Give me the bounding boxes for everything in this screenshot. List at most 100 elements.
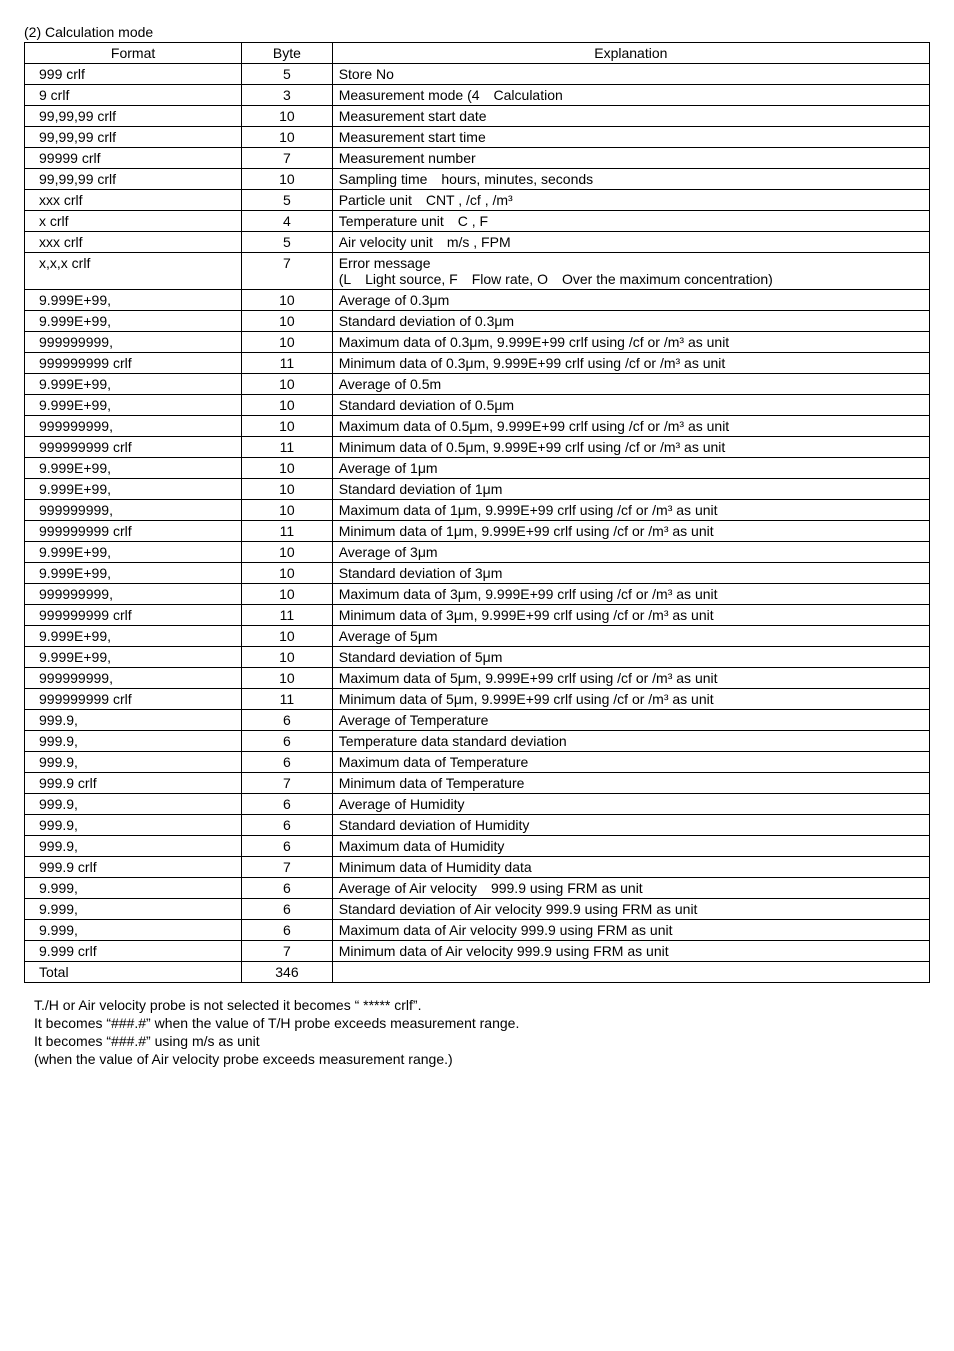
cell-explanation: Maximum data of 0.3μm, 9.999E+99 crlf us…	[332, 332, 929, 353]
cell-format: 9.999,	[25, 920, 242, 941]
table-row: 999999999 crlf11Minimum data of 0.3μm, 9…	[25, 353, 930, 374]
footnote-line: T./H or Air velocity probe is not select…	[24, 997, 930, 1013]
cell-format: 9.999E+99,	[25, 458, 242, 479]
cell-explanation: Average of 0.3μm	[332, 290, 929, 311]
cell-byte: 10	[242, 668, 333, 689]
table-row: 999999999 crlf11Minimum data of 5μm, 9.9…	[25, 689, 930, 710]
cell-byte: 10	[242, 290, 333, 311]
table-row: 999999999,10Maximum data of 3μm, 9.999E+…	[25, 584, 930, 605]
cell-explanation: Store No	[332, 64, 929, 85]
cell-format: 9.999E+99,	[25, 479, 242, 500]
cell-explanation: Standard deviation of 3μm	[332, 563, 929, 584]
cell-byte: 11	[242, 605, 333, 626]
cell-format: 999.9,	[25, 752, 242, 773]
cell-byte: 10	[242, 626, 333, 647]
cell-format: 999.9,	[25, 794, 242, 815]
cell-byte: 6	[242, 878, 333, 899]
table-row: 999999999,10Maximum data of 5μm, 9.999E+…	[25, 668, 930, 689]
cell-explanation: Maximum data of Temperature	[332, 752, 929, 773]
cell-byte: 10	[242, 416, 333, 437]
cell-byte: 6	[242, 731, 333, 752]
cell-format: 999999999 crlf	[25, 353, 242, 374]
cell-explanation: Maximum data of Humidity	[332, 836, 929, 857]
cell-byte: 6	[242, 836, 333, 857]
header-format: Format	[25, 43, 242, 64]
table-row: 999.9,6Maximum data of Humidity	[25, 836, 930, 857]
cell-explanation: Average of 1μm	[332, 458, 929, 479]
cell-byte: 3	[242, 85, 333, 106]
cell-format: 999999999,	[25, 332, 242, 353]
cell-explanation: Standard deviation of 0.5μm	[332, 395, 929, 416]
cell-format: 9.999E+99,	[25, 290, 242, 311]
cell-explanation: Minimum data of Air velocity 999.9 using…	[332, 941, 929, 962]
cell-byte: 10	[242, 584, 333, 605]
header-explanation: Explanation	[332, 43, 929, 64]
cell-format: 999999999,	[25, 584, 242, 605]
cell-byte: 11	[242, 437, 333, 458]
cell-byte: 4	[242, 211, 333, 232]
table-row: 9 crlf3Measurement mode (4 Calculation	[25, 85, 930, 106]
cell-explanation: Average of 5μm	[332, 626, 929, 647]
table-row: x,x,x crlf7Error message (L Light source…	[25, 253, 930, 290]
cell-format: 9.999,	[25, 878, 242, 899]
table-row: 999999999,10Maximum data of 0.5μm, 9.999…	[25, 416, 930, 437]
cell-format: 9.999E+99,	[25, 647, 242, 668]
cell-format: 9.999E+99,	[25, 395, 242, 416]
cell-format: 999999999,	[25, 500, 242, 521]
cell-byte: 10	[242, 479, 333, 500]
cell-byte: 7	[242, 941, 333, 962]
table-row: 999999999,10Maximum data of 1μm, 9.999E+…	[25, 500, 930, 521]
cell-format: Total	[25, 962, 242, 983]
table-row: 999.9 crlf7Minimum data of Temperature	[25, 773, 930, 794]
cell-explanation: Standard deviation of 1μm	[332, 479, 929, 500]
cell-byte: 10	[242, 311, 333, 332]
cell-explanation: Average of Temperature	[332, 710, 929, 731]
table-row: 99,99,99 crlf10Sampling time hours, minu…	[25, 169, 930, 190]
footnotes: T./H or Air velocity probe is not select…	[24, 997, 930, 1067]
cell-explanation: Temperature unit C , F	[332, 211, 929, 232]
cell-format: 999 crlf	[25, 64, 242, 85]
cell-explanation: Sampling time hours, minutes, seconds	[332, 169, 929, 190]
table-row: 999999999 crlf11Minimum data of 3μm, 9.9…	[25, 605, 930, 626]
cell-explanation: Maximum data of Air velocity 999.9 using…	[332, 920, 929, 941]
table-row: 9.999E+99,10Standard deviation of 0.5μm	[25, 395, 930, 416]
cell-byte: 7	[242, 148, 333, 169]
table-row: 99,99,99 crlf10Measurement start date	[25, 106, 930, 127]
table-row: 9.999E+99,10Average of 0.5m	[25, 374, 930, 395]
cell-format: 9.999 crlf	[25, 941, 242, 962]
calculation-mode-table: Format Byte Explanation 999 crlf5Store N…	[24, 42, 930, 983]
cell-byte: 11	[242, 521, 333, 542]
cell-explanation: Standard deviation of Humidity	[332, 815, 929, 836]
cell-byte: 6	[242, 899, 333, 920]
cell-format: 999999999 crlf	[25, 689, 242, 710]
table-row: 999.9,6Temperature data standard deviati…	[25, 731, 930, 752]
table-row: 9.999,6Standard deviation of Air velocit…	[25, 899, 930, 920]
cell-explanation: Minimum data of Temperature	[332, 773, 929, 794]
cell-format: 9.999E+99,	[25, 542, 242, 563]
cell-explanation: Maximum data of 0.5μm, 9.999E+99 crlf us…	[332, 416, 929, 437]
cell-format: 999999999 crlf	[25, 437, 242, 458]
table-row: 999.9,6Average of Temperature	[25, 710, 930, 731]
table-row: 999.9,6Maximum data of Temperature	[25, 752, 930, 773]
cell-byte: 7	[242, 773, 333, 794]
cell-format: 99999 crlf	[25, 148, 242, 169]
section-title: (2) Calculation mode	[24, 24, 930, 40]
cell-format: 9.999E+99,	[25, 311, 242, 332]
cell-format: 999.9 crlf	[25, 857, 242, 878]
cell-byte: 10	[242, 374, 333, 395]
cell-byte: 10	[242, 458, 333, 479]
cell-format: 99,99,99 crlf	[25, 106, 242, 127]
table-row: Total346	[25, 962, 930, 983]
cell-explanation: Maximum data of 3μm, 9.999E+99 crlf usin…	[332, 584, 929, 605]
table-row: x crlf4Temperature unit C , F	[25, 211, 930, 232]
cell-explanation: Measurement start date	[332, 106, 929, 127]
cell-format: 9.999E+99,	[25, 563, 242, 584]
cell-format: 99,99,99 crlf	[25, 169, 242, 190]
cell-byte: 346	[242, 962, 333, 983]
cell-format: x,x,x crlf	[25, 253, 242, 290]
cell-byte: 5	[242, 232, 333, 253]
cell-format: 999999999 crlf	[25, 605, 242, 626]
cell-byte: 7	[242, 857, 333, 878]
cell-byte: 5	[242, 190, 333, 211]
table-row: 9.999E+99,10Standard deviation of 0.3μm	[25, 311, 930, 332]
